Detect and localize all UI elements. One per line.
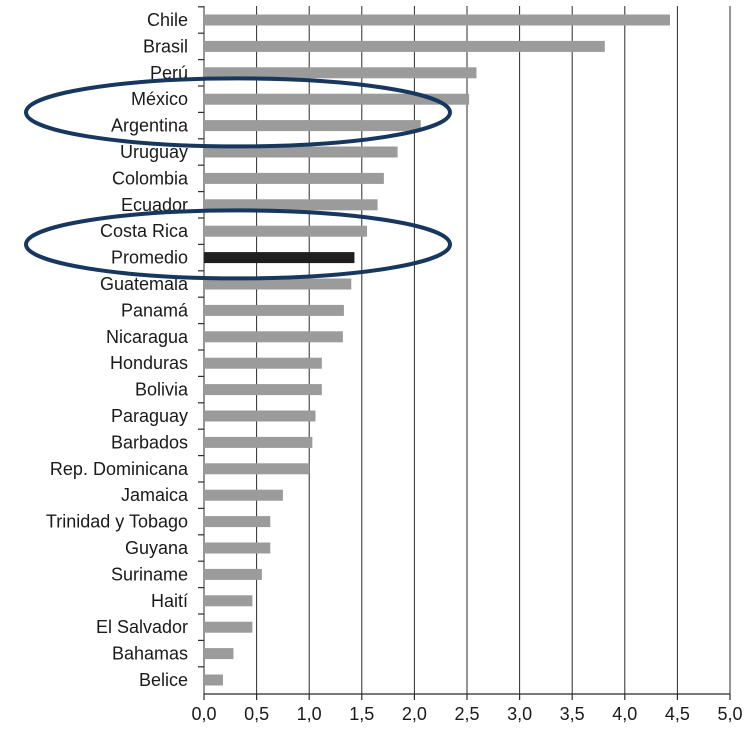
bar-bahamas — [204, 648, 234, 660]
category-label-rep-dominicana: Rep. Dominicana — [50, 459, 189, 479]
category-label-argentina: Argentina — [111, 116, 189, 136]
category-label-brasil: Brasil — [143, 36, 188, 56]
bar-panama — [204, 304, 344, 316]
category-label-suriname: Suriname — [111, 564, 188, 584]
x-axis-ticks: 0,0 0,5 1,0 1,5 2,0 2,5 3,0 3,5 4,0 4,5 5,0 — [191, 693, 743, 724]
x-tick-label-6: 3,0 — [507, 704, 532, 724]
bar-barbados — [204, 436, 313, 448]
bar-peru — [204, 67, 477, 79]
category-label-haiti: Haití — [151, 591, 188, 611]
category-label-uruguay: Uruguay — [120, 142, 188, 162]
grid-lines — [203, 6, 731, 694]
category-label-guyana: Guyana — [125, 538, 189, 558]
category-label-paraguay: Paraguay — [111, 406, 188, 426]
category-labels: ChileBrasilPerúMéxicoArgentinaUruguayCol… — [46, 6, 204, 690]
category-label-chile: Chile — [147, 10, 188, 30]
category-label-ecuador: Ecuador — [121, 195, 188, 215]
bar-brasil — [204, 40, 605, 52]
bar-chile — [204, 14, 671, 26]
highlight-ellipse-2 — [24, 208, 452, 281]
x-tick-label-5: 2,5 — [454, 704, 479, 724]
bar-el-salvador — [204, 621, 253, 633]
bar-suriname — [204, 568, 262, 580]
bar-paraguay — [204, 410, 316, 422]
category-label-bahamas: Bahamas — [112, 644, 188, 664]
x-tick-label-4: 2,0 — [402, 704, 427, 724]
category-label-costa-rica: Costa Rica — [100, 221, 189, 241]
bar-argentina — [204, 120, 421, 132]
bar-belice — [204, 674, 223, 686]
bar-costa-rica — [204, 225, 368, 237]
category-label-mexico: México — [131, 89, 188, 109]
bar-guyana — [204, 542, 271, 554]
bar-ecuador — [204, 199, 378, 211]
category-label-el-salvador: El Salvador — [96, 617, 188, 637]
bar-haiti — [204, 595, 253, 607]
bar-bolivia — [204, 384, 322, 396]
x-tick-label-2: 1,0 — [297, 704, 322, 724]
category-label-honduras: Honduras — [110, 353, 188, 373]
bar-honduras — [204, 357, 322, 369]
category-label-nicaragua: Nicaragua — [106, 327, 189, 347]
category-label-guatemala: Guatemala — [100, 274, 189, 294]
annotations — [24, 76, 452, 281]
bar-promedio — [204, 252, 355, 264]
category-label-barbados: Barbados — [111, 432, 188, 452]
bar-trinidad-y-tobago — [204, 516, 271, 528]
category-label-belice: Belice — [139, 670, 188, 690]
bars — [204, 14, 671, 686]
bar-colombia — [204, 172, 384, 184]
category-label-jamaica: Jamaica — [121, 485, 189, 505]
category-label-colombia: Colombia — [112, 168, 189, 188]
x-tick-label-3: 1,5 — [349, 704, 374, 724]
x-tick-label-7: 3,5 — [560, 704, 585, 724]
category-label-panama: Panamá — [121, 300, 189, 320]
x-tick-label-0: 0,0 — [191, 704, 216, 724]
highlight-ellipse-1 — [24, 76, 452, 149]
category-label-promedio: Promedio — [111, 248, 188, 268]
bar-nicaragua — [204, 331, 343, 343]
x-tick-label-10: 5,0 — [717, 704, 742, 724]
bar-uruguay — [204, 146, 398, 158]
bar-rep-dominicana — [204, 463, 310, 475]
x-tick-label-1: 0,5 — [244, 704, 269, 724]
x-tick-label-9: 4,5 — [665, 704, 690, 724]
bar-jamaica — [204, 489, 283, 501]
category-label-bolivia: Bolivia — [135, 380, 189, 400]
bar-mexico — [204, 93, 470, 105]
x-tick-label-8: 4,0 — [612, 704, 637, 724]
bar-guatemala — [204, 278, 352, 290]
category-label-trinidad-y-tobago: Trinidad y Tobago — [46, 512, 188, 532]
